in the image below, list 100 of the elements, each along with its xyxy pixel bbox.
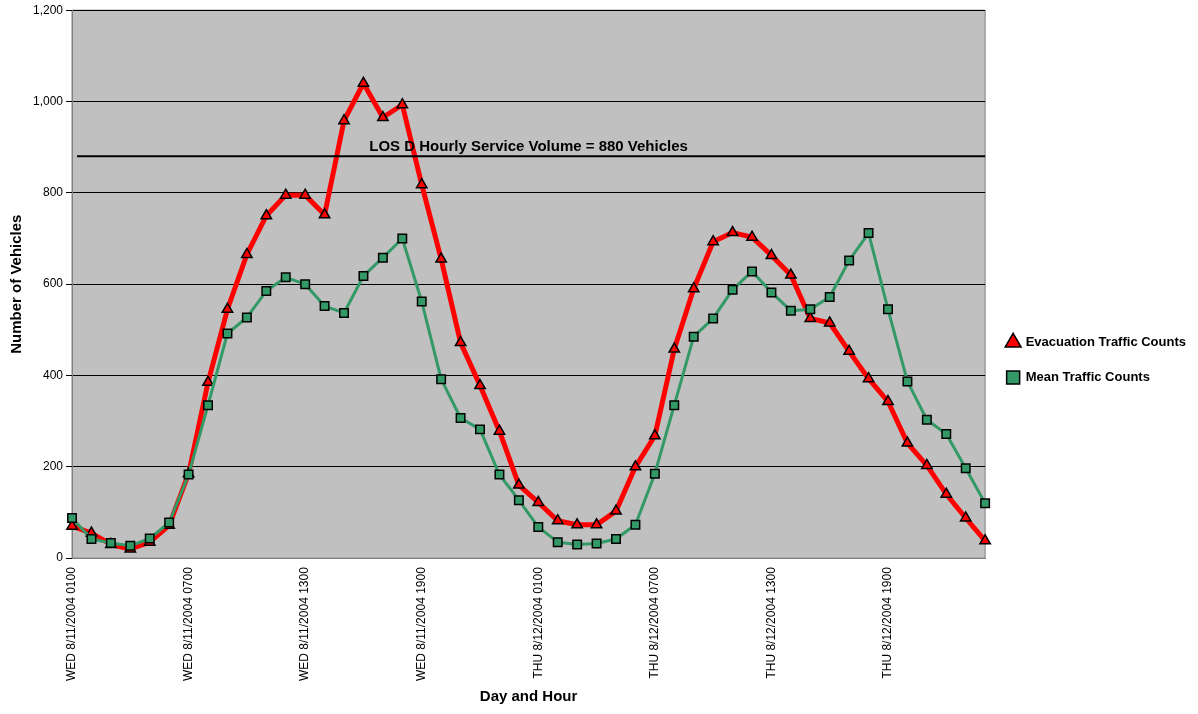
point [571, 518, 584, 529]
point [688, 331, 699, 342]
point [203, 400, 214, 411]
y-axis-title: Number of Vehicles [7, 214, 25, 354]
point [261, 286, 272, 297]
point [668, 342, 681, 353]
ref-line-label: LOS D Hourly Service Volume = 880 Vehicles [369, 136, 688, 154]
point [785, 305, 796, 316]
point [611, 533, 621, 544]
point [280, 272, 291, 283]
point [960, 463, 971, 474]
point [474, 378, 486, 390]
point [823, 316, 836, 327]
x-tick-label: WED 8/11/2004 1900 [414, 566, 429, 682]
point [512, 478, 525, 489]
point [862, 371, 875, 383]
point [552, 537, 563, 548]
point [921, 414, 932, 425]
point [687, 281, 700, 293]
point [784, 268, 797, 279]
point [727, 284, 738, 295]
legend-label: Evacuation Traffic Counts [1025, 334, 1187, 350]
x-axis-title: Day and Hour [479, 687, 578, 705]
point [843, 344, 856, 356]
point [941, 428, 952, 439]
point [901, 436, 914, 447]
point [416, 296, 427, 307]
point [824, 291, 835, 302]
point [726, 225, 739, 237]
point [513, 495, 524, 506]
point [260, 208, 273, 220]
point [920, 458, 933, 470]
point [980, 498, 991, 509]
x-tick-label: THU 8/12/2004 0700 [647, 566, 662, 679]
point [299, 188, 312, 199]
point [669, 400, 680, 411]
point [610, 504, 622, 515]
point [746, 230, 758, 241]
point [844, 255, 855, 266]
point [494, 469, 505, 480]
point [708, 313, 719, 324]
point [630, 519, 641, 530]
point [357, 76, 370, 88]
point [358, 270, 369, 281]
point [940, 487, 953, 498]
point [629, 460, 642, 471]
point [707, 234, 720, 246]
point [377, 252, 388, 263]
point [572, 539, 583, 550]
point [202, 375, 214, 387]
point [475, 424, 486, 435]
point [241, 312, 252, 323]
point [300, 279, 311, 290]
point [454, 335, 467, 347]
point [376, 110, 389, 122]
point [979, 534, 992, 545]
point [532, 495, 545, 507]
point [318, 208, 331, 219]
point [455, 412, 466, 423]
point [222, 328, 233, 339]
point [766, 287, 777, 298]
point [397, 233, 408, 244]
point [415, 177, 428, 189]
x-tick-label: THU 8/12/2004 1300 [763, 566, 778, 679]
point [747, 266, 757, 277]
point [240, 247, 253, 259]
point [339, 307, 350, 318]
x-tick-label: THU 8/12/2004 1900 [880, 566, 895, 679]
x-tick-label: WED 8/11/2004 1300 [297, 566, 312, 682]
point [279, 188, 292, 199]
point [902, 376, 913, 387]
point [805, 304, 816, 315]
point [863, 228, 874, 239]
point [533, 522, 544, 533]
point [882, 394, 894, 406]
point [883, 304, 893, 315]
point [649, 468, 660, 479]
y-tick-label: 400 [43, 367, 64, 382]
y-tick-label: 200 [43, 459, 64, 474]
point [435, 252, 448, 263]
point [67, 512, 78, 523]
point [959, 511, 972, 522]
y-tick-label: 800 [43, 185, 64, 200]
y-tick-label: 1,200 [33, 2, 64, 17]
point [551, 513, 564, 525]
point [765, 248, 778, 260]
y-tick-label: 600 [43, 276, 64, 291]
point [648, 429, 661, 440]
point [221, 302, 234, 314]
point [436, 374, 447, 385]
legend-label: Mean Traffic Counts [1025, 369, 1150, 385]
x-tick-label: WED 8/11/2004 0700 [180, 566, 195, 682]
point [396, 97, 409, 109]
point [591, 538, 602, 549]
x-tick-label: WED 8/11/2004 0100 [64, 566, 79, 682]
point [86, 533, 97, 544]
y-tick-label: 0 [56, 550, 64, 565]
x-tick-label: THU 8/12/2004 0100 [530, 566, 545, 679]
point [590, 518, 603, 529]
point [493, 424, 506, 435]
